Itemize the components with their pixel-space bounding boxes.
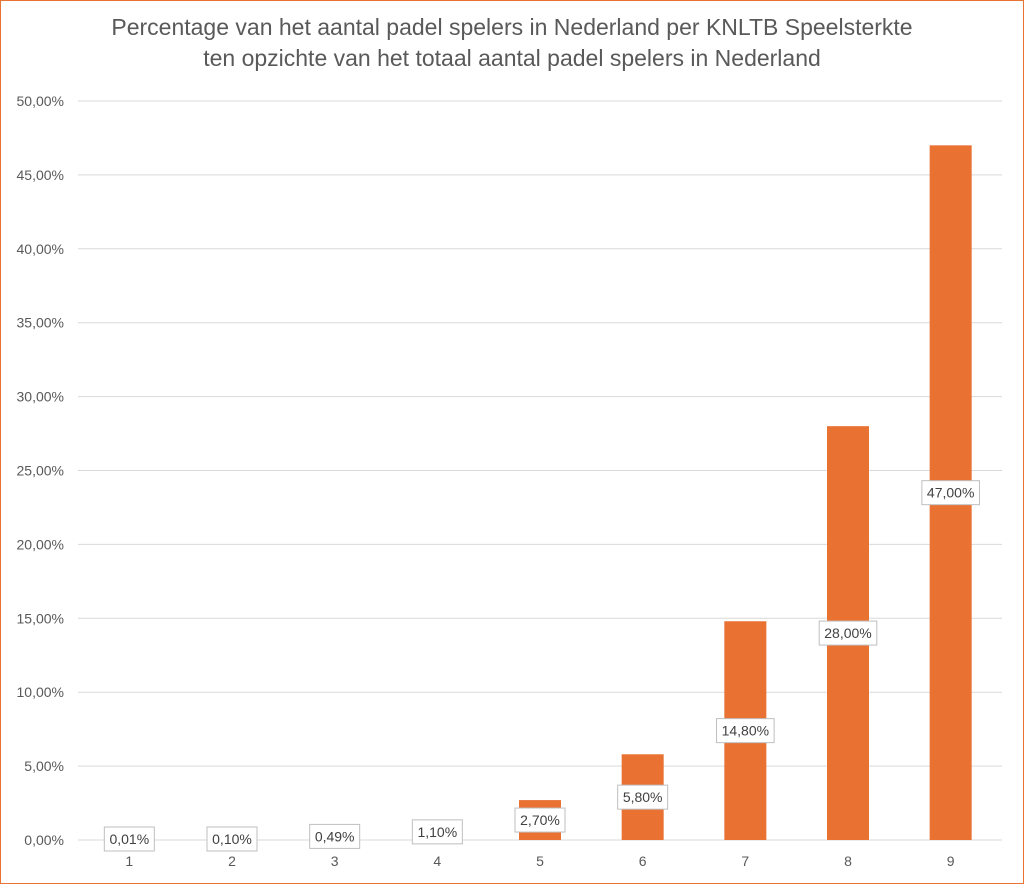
data-label: 0,01% [103, 826, 155, 852]
data-label-text: 47,00% [927, 485, 974, 501]
x-tick-label: 4 [433, 853, 441, 869]
data-label: 0,49% [309, 823, 361, 849]
y-tick-label: 30,00% [17, 389, 64, 405]
data-label-box [921, 480, 980, 506]
data-label-box [103, 826, 155, 852]
data-label-text: 1,10% [417, 824, 457, 840]
x-tick-label: 3 [331, 853, 339, 869]
y-tick-label: 15,00% [17, 610, 64, 626]
data-label-text: 0,01% [109, 831, 149, 847]
x-tick-label: 8 [844, 853, 852, 869]
x-tick-label: 2 [228, 853, 236, 869]
data-label-text: 0,10% [212, 831, 252, 847]
x-tick-label: 5 [536, 853, 544, 869]
data-label-box [309, 823, 361, 849]
data-label: 28,00% [818, 620, 878, 646]
data-label-text: 28,00% [824, 625, 871, 641]
data-label-box [206, 826, 258, 852]
data-label: 1,10% [411, 819, 463, 845]
data-label: 2,70% [514, 807, 566, 833]
data-label-box [411, 819, 463, 845]
data-label-text: 5,80% [623, 789, 663, 805]
y-tick-label: 50,00% [17, 93, 64, 109]
data-labels: 0,01% 0,10% 0,49% 1,10% 2,70% 5,80% 14,80% 28,0… [103, 480, 980, 852]
data-label-box [818, 620, 878, 646]
y-tick-label: 35,00% [17, 315, 64, 331]
data-label-text: 14,80% [722, 723, 769, 739]
y-tick-label: 45,00% [17, 167, 64, 183]
data-label: 0,10% [206, 826, 258, 852]
x-tick-label: 7 [741, 853, 749, 869]
x-tick-label: 9 [947, 853, 955, 869]
x-tick-label: 1 [125, 853, 133, 869]
y-axis-ticks: 0,00% 5,00% 10,00% 15,00% 20,00% 25,00% 30,00%… [17, 93, 64, 848]
y-tick-label: 25,00% [17, 463, 64, 479]
data-label-box [617, 784, 669, 810]
data-label: 47,00% [921, 480, 980, 506]
chart-title-line-1: Percentage van het aantal padel spelers … [111, 14, 913, 40]
chart-title-line-2: ten opzichte van het totaal aantal padel… [203, 45, 821, 71]
y-tick-label: 10,00% [17, 684, 64, 700]
y-tick-label: 0,00% [24, 832, 64, 848]
y-tick-label: 40,00% [17, 241, 64, 257]
data-label-box [514, 807, 566, 833]
data-label: 5,80% [617, 784, 669, 810]
y-tick-label: 20,00% [17, 536, 64, 552]
y-tick-label: 5,00% [24, 758, 64, 774]
x-axis-ticks: 1 2 3 4 5 6 7 8 9 [125, 853, 954, 869]
data-label-text: 0,49% [315, 828, 355, 844]
chart-title: Percentage van het aantal padel spelers … [0, 12, 1024, 74]
bars [108, 145, 972, 841]
data-label: 14,80% [716, 718, 775, 744]
data-label-text: 2,70% [520, 812, 560, 828]
x-tick-label: 6 [639, 853, 647, 869]
data-label-box [716, 718, 775, 744]
